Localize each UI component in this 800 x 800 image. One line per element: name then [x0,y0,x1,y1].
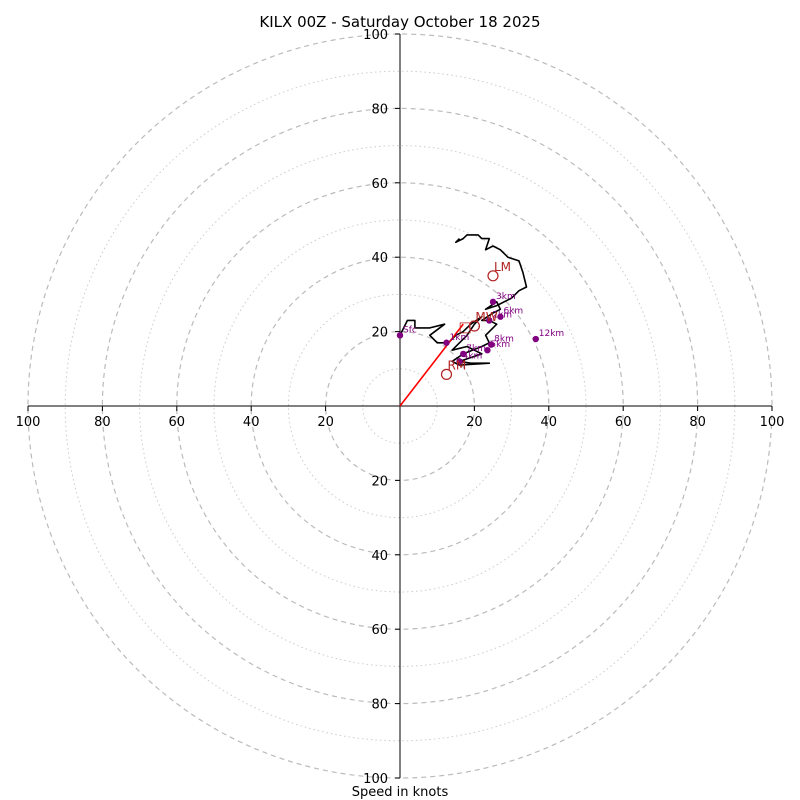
y-tick-label: 60 [371,623,388,638]
x-tick-label: 20 [466,415,483,430]
height-marker-point [487,341,495,348]
x-tick-label: 20 [317,415,334,430]
height-marker-label: Sfc [403,325,417,335]
height-marker-point [456,358,463,365]
hodograph-trace [399,234,528,366]
height-marker-label: 1km [450,333,470,343]
height-marker-point [497,313,504,320]
x-tick-label: 80 [94,415,111,430]
x-tick-label: 60 [169,415,186,430]
x-axis-label: Speed in knots [352,785,449,800]
storm-motion-marker [440,368,453,380]
storm-motion-label: MW [475,310,497,324]
storm-motion-label: LM [494,260,511,274]
mean-wind-marker: □ [458,320,471,336]
storm-motion-markers: LM MW RM □ [440,260,511,380]
tick-labels: 100 80 60 40 20 20 40 60 80 100 20 40 60 80 100 20 40 60 8… [16,28,785,787]
height-marker-point [396,332,404,339]
storm-motion-marker [487,270,499,282]
hodograph-trace-group [399,234,528,366]
height-markers: Sfc1km2km3km4km5km6km7km8km12km [396,292,564,365]
height-marker-point [486,317,493,324]
height-marker-label: 7km [466,344,486,354]
height-marker-point [489,298,497,306]
x-tick-label: 100 [16,415,41,430]
x-tick-label: 100 [760,415,785,430]
height-marker-label: 3km [496,292,516,302]
height-marker-point [484,347,491,354]
storm-motion-label: RM [448,358,467,372]
y-tick-label: 80 [371,698,388,713]
x-tick-label: 40 [541,415,558,430]
height-marker-label: 4km [463,351,483,361]
height-marker-point [460,350,467,358]
y-tick-label: 40 [371,251,388,266]
chart-title: KILX 00Z - Saturday October 18 2025 [259,13,540,31]
height-marker-label: 8km [494,335,514,345]
x-tick-label: 80 [689,415,706,430]
shear-vector-group [399,323,464,407]
height-marker-label: 5km [490,340,510,350]
y-tick-label: 20 [371,474,388,489]
height-marker-point [532,335,539,343]
y-tick-label: 60 [371,177,388,192]
y-tick-label: 40 [371,549,388,564]
storm-motion-marker [468,320,480,332]
height-marker-point [443,339,450,346]
x-tick-label: 60 [615,415,632,430]
shear-vector [399,323,464,407]
y-tick-label: 80 [371,102,388,117]
y-tick-label: 100 [363,28,388,43]
height-marker-label: 12km [539,329,564,339]
height-marker-label: 6km [503,307,523,317]
x-tick-label: 40 [243,415,260,430]
y-tick-label: 20 [371,326,388,341]
y-tick-label: 100 [363,772,388,787]
